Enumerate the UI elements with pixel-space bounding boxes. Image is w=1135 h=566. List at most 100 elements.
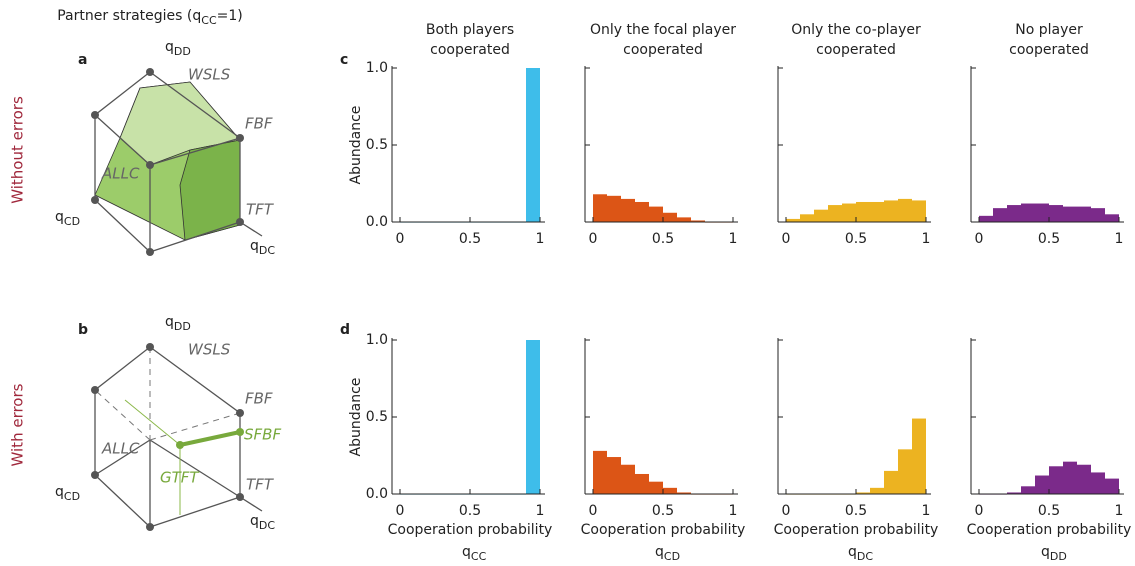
x-axis-symbol: qCC <box>462 544 487 563</box>
strategy-label: SFBF <box>244 426 281 444</box>
bar <box>677 492 691 494</box>
text-part: q <box>250 238 259 254</box>
strategy-label: FBF <box>245 390 273 408</box>
bar <box>526 340 540 494</box>
x-tick-label: 1 <box>729 231 738 247</box>
bar <box>1007 492 1021 494</box>
text-part: =1) <box>217 8 243 24</box>
bar <box>912 418 926 494</box>
x-tick-label: 1 <box>536 231 545 247</box>
vertex <box>236 134 244 142</box>
bar <box>814 209 828 222</box>
strategy-label: ALLC <box>101 440 140 458</box>
panel-title: cooperated <box>1009 42 1089 58</box>
vertex <box>236 493 244 501</box>
bar <box>649 206 663 222</box>
x-tick-label: 1 <box>922 231 931 247</box>
vertex <box>91 386 99 394</box>
vertex <box>91 471 99 479</box>
y-tick-label: 0.0 <box>366 486 388 502</box>
x-tick-label: 1 <box>1115 231 1124 247</box>
panel-title: cooperated <box>430 42 510 58</box>
x-tick-label: 0 <box>975 231 984 247</box>
bar <box>1049 466 1063 494</box>
bar <box>635 473 649 494</box>
panel-title: Only the co-player <box>791 22 921 38</box>
strategy-line <box>179 430 241 447</box>
bar <box>677 217 691 222</box>
vertex <box>146 248 154 256</box>
strategy-label: FBF <box>245 115 273 133</box>
bar <box>856 492 870 494</box>
bar <box>786 218 800 222</box>
x-tick-label: 0.5 <box>652 231 674 247</box>
x-tick-label: 1 <box>922 503 931 519</box>
x-tick-label: 1 <box>729 503 738 519</box>
panel-title: Both players <box>426 22 514 38</box>
strategy-label: TFT <box>246 201 275 219</box>
bar <box>1021 203 1035 222</box>
x-tick-label: 0.5 <box>845 503 867 519</box>
bar <box>1007 205 1021 222</box>
bar <box>898 449 912 494</box>
subscript: CD <box>64 215 80 228</box>
strategy-label: WSLS <box>188 341 231 359</box>
vertex <box>146 68 154 76</box>
cube-edges <box>94 346 263 528</box>
text-part: q <box>55 484 64 500</box>
text-part: q <box>848 544 857 560</box>
y-tick-label: 0.5 <box>366 409 388 425</box>
bar <box>800 214 814 222</box>
bar <box>842 203 856 222</box>
text-part: q <box>55 209 64 225</box>
figure-title: Partner strategies (qCC=1) <box>57 8 243 27</box>
x-tick-label: 0 <box>589 231 598 247</box>
text-part: Partner strategies (q <box>57 8 201 24</box>
bar <box>593 194 607 222</box>
text-part: q <box>165 314 174 330</box>
strategy-label: GTFT <box>160 469 200 487</box>
x-tick-label: 0.5 <box>459 231 481 247</box>
subscript: DD <box>174 320 191 333</box>
panel-letter: a <box>78 52 87 68</box>
y-tick-label: 1.0 <box>366 332 388 348</box>
x-tick-label: 0.5 <box>845 231 867 247</box>
bar <box>884 470 898 494</box>
bar <box>1091 472 1105 494</box>
bar <box>1077 206 1091 222</box>
text-part: q <box>250 513 259 529</box>
bar <box>607 457 621 494</box>
panel-title: cooperated <box>816 42 896 58</box>
bar <box>1063 461 1077 494</box>
vertex <box>91 111 99 119</box>
bar <box>691 220 705 222</box>
bar <box>1091 208 1105 222</box>
subscript: CC <box>471 550 487 563</box>
bar <box>993 208 1007 222</box>
bar <box>870 487 884 494</box>
bar <box>663 487 677 494</box>
panel-title: No player <box>1015 22 1083 38</box>
x-tick-label: 0.5 <box>1038 231 1060 247</box>
x-tick-label: 1 <box>536 503 545 519</box>
panel-letter: b <box>78 322 88 338</box>
vertex <box>146 343 154 351</box>
x-axis-label: Cooperation probability <box>581 522 746 538</box>
x-tick-label: 0 <box>589 503 598 519</box>
bar <box>526 68 540 222</box>
x-tick-label: 0 <box>396 231 405 247</box>
text-part: q <box>655 544 664 560</box>
bar <box>912 200 926 222</box>
bar <box>663 212 677 222</box>
panel-letter: d <box>340 322 350 338</box>
axis-label: qCD <box>55 209 80 228</box>
bar <box>898 198 912 222</box>
vertex <box>146 523 154 531</box>
strategy-label: ALLC <box>101 165 140 183</box>
text-part: q <box>1041 544 1050 560</box>
bar <box>1105 478 1119 494</box>
x-tick-label: 0 <box>782 503 791 519</box>
